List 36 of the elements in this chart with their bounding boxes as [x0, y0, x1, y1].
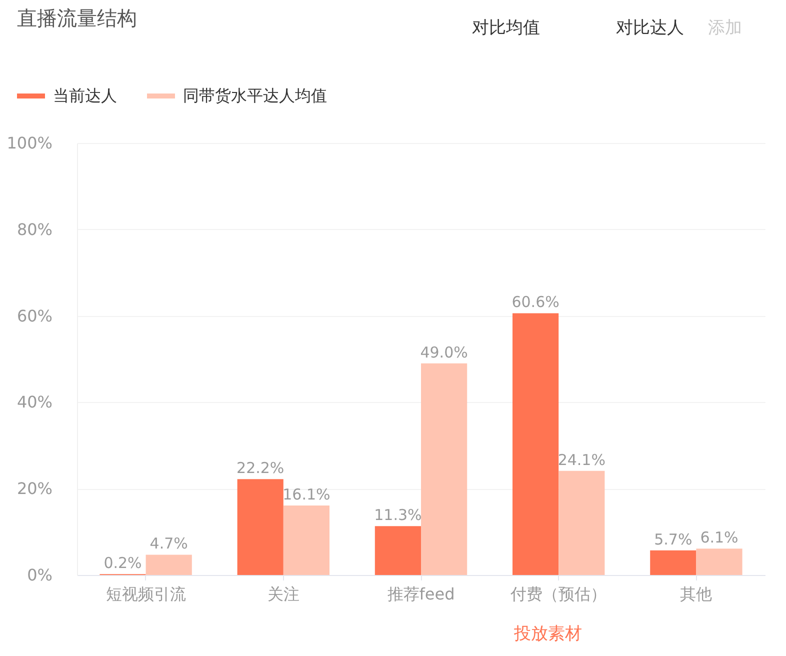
- bar: [558, 470, 605, 575]
- data-label: 16.1%: [282, 485, 330, 504]
- legend-label: 当前达人: [53, 86, 117, 105]
- x-tick-label: 推荐feed: [387, 584, 455, 604]
- y-tick-label: 100%: [6, 134, 52, 152]
- data-label: 11.3%: [374, 506, 422, 524]
- y-tick-label: 60%: [16, 306, 52, 326]
- y-tick-label: 20%: [16, 479, 52, 498]
- legend-label: 同带货水平达人均值: [183, 86, 327, 105]
- data-label: 0.2%: [104, 554, 142, 572]
- bar: [696, 548, 742, 575]
- y-tick-label: 80%: [16, 220, 52, 239]
- x-tick-label: 关注: [267, 584, 300, 604]
- bar: [650, 550, 696, 575]
- x-tick-label: 付费（预估）: [510, 584, 607, 604]
- text: 对比达人: [616, 18, 684, 38]
- data-label: 24.1%: [558, 450, 606, 469]
- bar: [374, 526, 421, 575]
- bar: [146, 554, 192, 575]
- bar: [512, 313, 559, 575]
- y-tick-label: 0%: [27, 566, 52, 584]
- chart-title: 直播流量结构: [17, 6, 137, 30]
- text: 投放素材: [513, 624, 582, 644]
- data-label: 6.1%: [700, 528, 738, 547]
- x-tick-label: 短视频引流: [106, 584, 186, 604]
- bar: [283, 505, 330, 575]
- data-label: 4.7%: [150, 534, 188, 553]
- bar: [237, 479, 284, 575]
- y-tick-label: 40%: [16, 392, 52, 412]
- data-label: 60.6%: [512, 293, 560, 312]
- data-label: 49.0%: [420, 343, 468, 362]
- text: 对比均值: [472, 18, 540, 38]
- bar: [421, 363, 468, 575]
- x-tick-label: 其他: [680, 584, 712, 604]
- data-label: 22.2%: [236, 459, 284, 478]
- data-label: 5.7%: [654, 530, 692, 548]
